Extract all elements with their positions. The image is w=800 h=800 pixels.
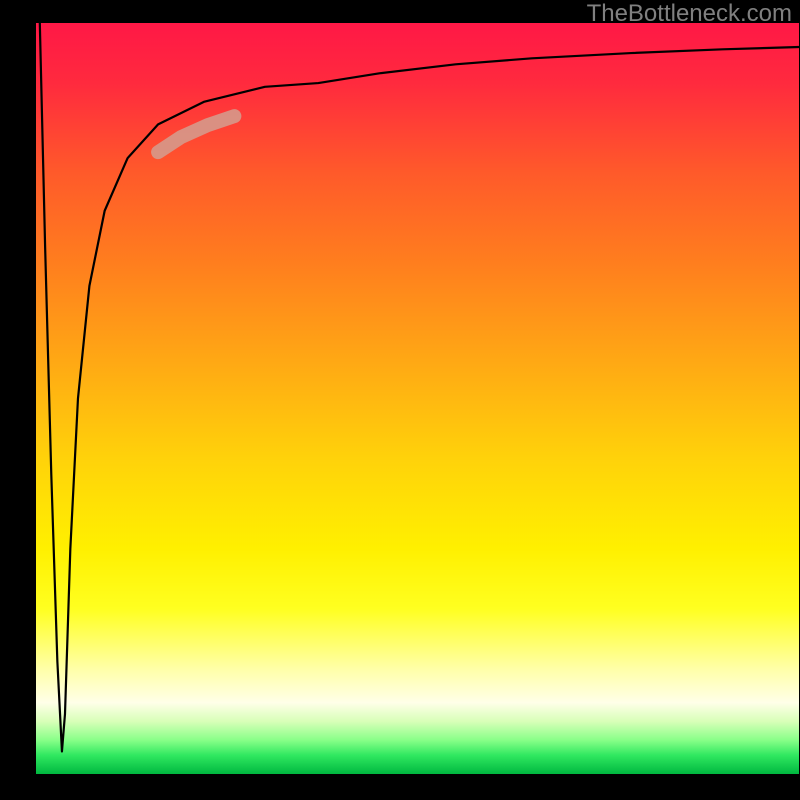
watermark-text: TheBottleneck.com <box>587 0 792 28</box>
plot-area <box>36 23 799 774</box>
